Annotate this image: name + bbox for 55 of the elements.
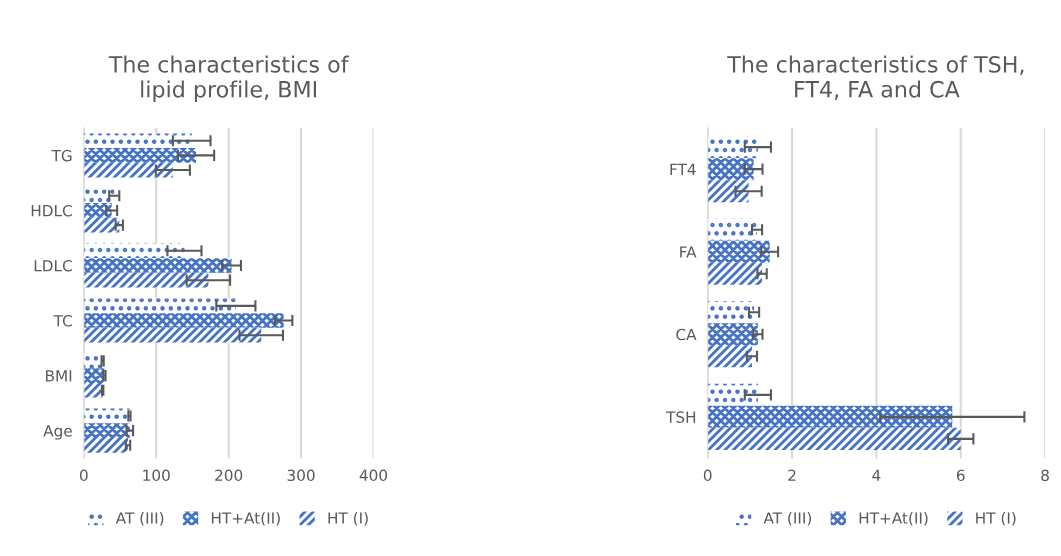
y-tick-label: FT4: [670, 163, 696, 175]
x-tick-label: 100: [143, 469, 170, 482]
bar: [83, 133, 192, 149]
y-tick-label: BMI: [46, 370, 72, 382]
bar: [707, 262, 763, 285]
legend-label: HT+At(II): [859, 512, 928, 526]
y-tick-label: LDLC: [34, 259, 72, 272]
legend-label: HT+At(II): [211, 512, 280, 526]
y-tick-label: TC: [53, 315, 72, 327]
bar: [83, 272, 209, 288]
legend-label: AT (III): [763, 512, 812, 526]
bar: [707, 240, 770, 263]
bar: [83, 188, 115, 204]
bar: [707, 136, 758, 159]
legend-label: HT (I): [976, 512, 1016, 526]
bar: [83, 298, 236, 314]
bar: [83, 423, 130, 438]
bar: [83, 243, 185, 259]
bar: [707, 427, 961, 450]
bar: [83, 148, 197, 163]
x-tick-label: 8: [1041, 469, 1049, 482]
bar: [707, 301, 755, 324]
bar: [707, 345, 752, 368]
bar: [707, 323, 758, 346]
bar: [83, 327, 262, 343]
x-tick-label: 300: [287, 469, 315, 482]
y-tick-label: HDLC: [31, 204, 72, 217]
x-tick-label: 0: [703, 469, 712, 482]
chart-title: The characteristics of lipid profile, BMI: [108, 55, 349, 102]
x-tick-label: 4: [872, 469, 881, 481]
chart-title: The characteristics of TSH, FT4, FA and CA: [727, 55, 1024, 100]
bar: [707, 218, 758, 241]
legend-label: HT (I): [328, 512, 368, 526]
bar: [83, 437, 128, 453]
bar: [83, 258, 232, 273]
x-tick-label: 6: [956, 469, 965, 482]
bar: [83, 408, 130, 424]
x-tick-label: 2: [788, 469, 796, 481]
bar: [707, 180, 749, 203]
x-tick-label: 400: [359, 469, 388, 482]
x-tick-label: 0: [79, 469, 88, 482]
bar: [83, 203, 112, 218]
y-tick-label: TG: [51, 149, 72, 162]
bar: [83, 217, 120, 233]
bar: [83, 313, 284, 328]
bar: [707, 158, 754, 181]
bar: [707, 383, 758, 406]
y-tick-label: FA: [680, 246, 697, 258]
x-tick-label: 200: [215, 469, 243, 482]
bar: [707, 405, 953, 428]
y-tick-label: CA: [676, 328, 697, 341]
y-tick-label: Age: [43, 425, 72, 440]
y-tick-label: TSH: [666, 411, 696, 423]
bar: [83, 162, 173, 178]
legend-label: AT (III): [115, 512, 164, 526]
